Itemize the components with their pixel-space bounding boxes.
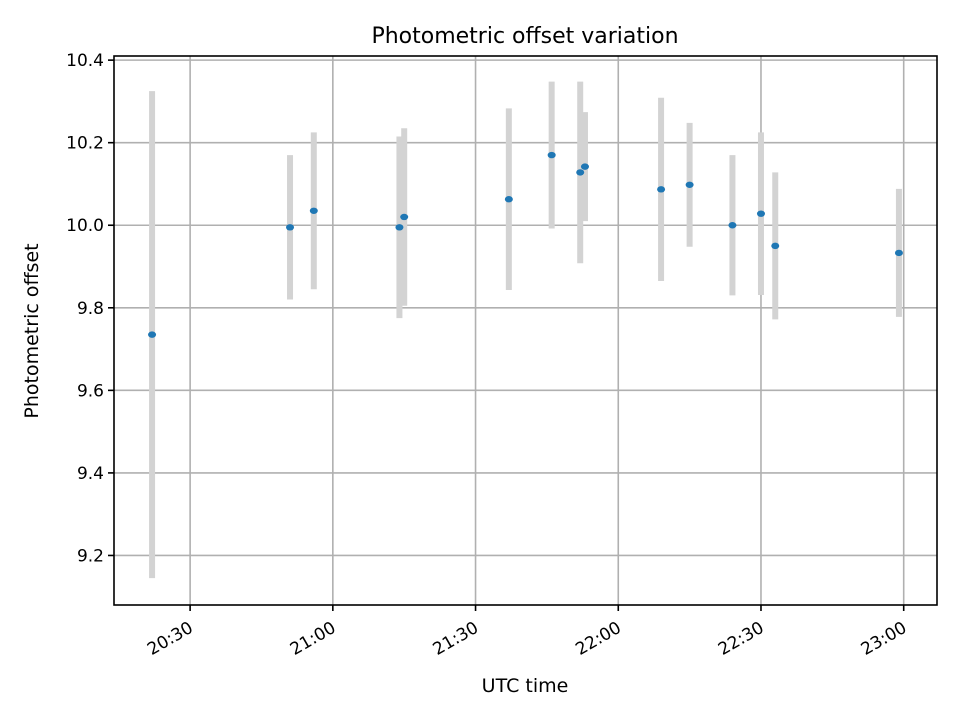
y-tick-label: 10.2 <box>66 134 104 154</box>
data-point <box>771 242 780 250</box>
x-axis-label: UTC time <box>482 675 569 697</box>
y-tick-label: 9.6 <box>77 381 104 401</box>
data-point <box>309 207 318 214</box>
data-point <box>547 151 556 159</box>
x-tick-label: 23:00 <box>858 618 910 660</box>
y-axis-label: Photometric offset <box>21 243 43 418</box>
grid <box>114 56 937 605</box>
data-points <box>148 151 903 338</box>
y-tick-label: 9.8 <box>77 299 104 319</box>
data-point <box>657 186 666 193</box>
data-point <box>894 249 903 257</box>
data-point <box>504 196 513 203</box>
data-point <box>400 213 409 221</box>
chart-title: Photometric offset variation <box>371 24 678 49</box>
y-ticks: 9.2 9.4 9.6 9.8 10.0 10.2 10.4 <box>66 51 114 566</box>
x-tick-label: 20:30 <box>144 618 196 660</box>
y-tick-label: 10.0 <box>66 216 104 236</box>
data-point <box>148 331 157 338</box>
y-tick-label: 9.2 <box>77 546 104 566</box>
data-point <box>576 169 585 176</box>
error-bars <box>149 81 902 579</box>
data-point <box>685 181 694 188</box>
data-point <box>580 163 589 170</box>
data-point <box>286 224 295 231</box>
x-tick-label: 21:00 <box>287 618 339 660</box>
data-point <box>756 210 765 217</box>
x-tick-label: 21:30 <box>430 618 482 660</box>
plot-frame <box>113 55 938 606</box>
y-tick-label: 9.4 <box>77 464 104 484</box>
data-point <box>728 222 737 229</box>
x-tick-label: 22:30 <box>715 618 767 660</box>
x-ticks: 20:30 21:00 21:30 22:00 22:30 23:00 <box>144 605 910 660</box>
data-point <box>395 224 404 231</box>
y-tick-label: 10.4 <box>66 51 104 71</box>
x-tick-label: 22:00 <box>572 618 624 660</box>
